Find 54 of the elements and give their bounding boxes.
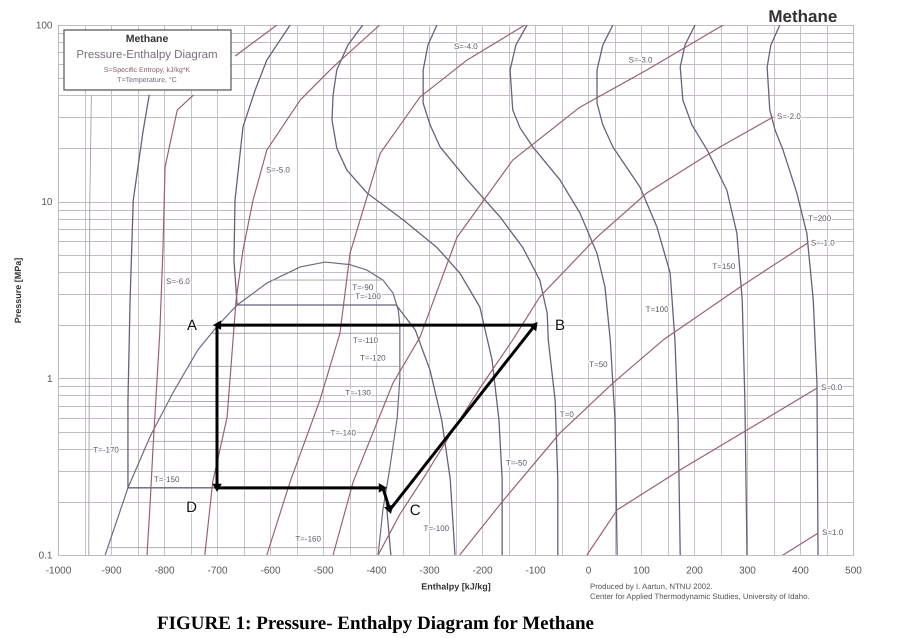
annotation: S=-1.0 — [810, 238, 836, 248]
x-axis-title: Enthalpy [kJ/kg] — [421, 582, 491, 592]
annotation: C — [410, 502, 421, 519]
x-tick-label: 500 — [845, 566, 862, 576]
annotation: T=-160 — [295, 534, 322, 544]
annotation: S=-5.0 — [266, 166, 290, 175]
annotation: T=-130 — [345, 388, 372, 398]
annotation: T=50 — [589, 360, 608, 369]
x-tick-label: 200 — [686, 566, 704, 576]
x-tick-label: 0 — [586, 566, 592, 576]
annotation: T=150 — [712, 262, 736, 271]
annotation: S=-6.0 — [166, 277, 190, 286]
x-tick-label: 300 — [739, 566, 756, 576]
annotation: S=1.0 — [822, 528, 844, 538]
x-tick-label: -100 — [525, 566, 546, 576]
annotation: S=-3.0 — [628, 55, 654, 64]
annotation: T=-170 — [93, 446, 120, 455]
chart-title: Methane — [768, 7, 838, 26]
annotation: T=-100 — [424, 524, 450, 534]
x-tick-label: -500 — [313, 566, 334, 576]
annotation: D — [186, 498, 198, 516]
annotation: T=-110 — [352, 336, 378, 346]
x-tick-label: 400 — [792, 566, 810, 576]
annotation: T=-140 — [330, 428, 356, 438]
x-tick-label: -700 — [207, 566, 228, 576]
annotation: T=-100 — [355, 292, 382, 302]
annotation: T=200 — [808, 214, 832, 223]
y-tick-label: 1 — [46, 374, 53, 385]
x-tick-label: -400 — [366, 566, 387, 576]
x-tick-label: -1000 — [46, 566, 72, 576]
y-tick-label: 0.1 — [38, 550, 53, 562]
annotation: A — [186, 317, 197, 334]
annotation: B — [555, 317, 566, 334]
annotation: T=-50 — [506, 458, 528, 468]
x-tick-label: 100 — [633, 566, 650, 576]
x-tick-label: -200 — [472, 566, 493, 576]
y-tick-label: 10 — [41, 197, 53, 208]
annotation: S=-4.0 — [454, 42, 478, 52]
x-tick-label: -900 — [101, 566, 122, 576]
annotation: T=-90 — [352, 283, 374, 292]
x-tick-label: -800 — [154, 566, 175, 576]
annotation: S=0.0 — [820, 383, 843, 392]
x-tick-label: -300 — [419, 566, 440, 576]
y-tick-label: 100 — [36, 20, 53, 32]
x-tick-label: -600 — [260, 566, 281, 576]
caption: FIGURE 1: Pressure- Enthalpy Diagram for Methane — [157, 613, 594, 634]
annotation: S=-2.0 — [776, 112, 802, 122]
annotation: T=100 — [646, 304, 670, 314]
annotation: Methane — [126, 33, 168, 45]
annotation: T=-120 — [360, 353, 386, 362]
y-axis-title: Pressure [MPa] — [12, 258, 23, 324]
annotation: T=0 — [560, 410, 574, 420]
annotation: Pressure-Enthalpy Diagram — [76, 49, 218, 61]
annotation: T=-150 — [154, 474, 180, 484]
